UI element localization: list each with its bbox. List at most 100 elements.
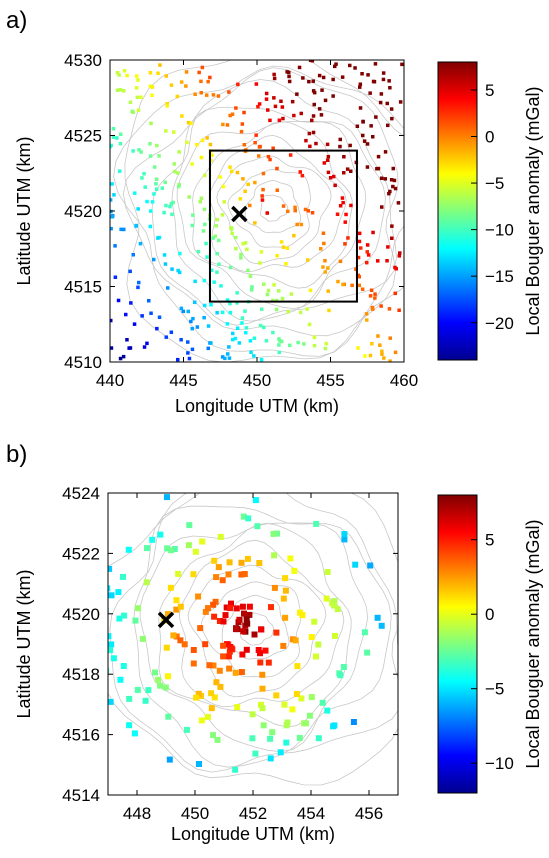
station-point [240, 321, 244, 325]
panel-b-colorbar-label: Local Bouguer anomaly (mGal) [523, 519, 543, 768]
station-point [193, 279, 197, 284]
station-point [268, 604, 274, 611]
station-point [283, 739, 290, 746]
station-point [191, 213, 195, 217]
contour-line [124, 60, 404, 362]
station-point [145, 341, 149, 346]
station-point [198, 200, 203, 204]
station-point [264, 97, 269, 101]
colorbar-tick-label: −15 [485, 267, 514, 286]
contour-line [171, 107, 386, 322]
station-point [116, 298, 121, 303]
panel-a-xlabel: Longitude UTM (km) [175, 396, 339, 416]
station-point [237, 341, 242, 345]
station-point [228, 265, 233, 270]
station-point [379, 176, 384, 180]
station-point [296, 734, 303, 741]
station-point [292, 637, 299, 644]
station-point [150, 93, 154, 97]
station-point [226, 648, 233, 655]
station-point [348, 143, 352, 148]
station-point [325, 158, 330, 162]
station-point [125, 546, 132, 553]
station-point [233, 336, 238, 341]
station-point [195, 325, 200, 329]
station-point [256, 104, 260, 109]
station-point [274, 307, 279, 312]
station-point [204, 241, 208, 246]
station-point [239, 129, 244, 134]
station-point [178, 251, 182, 256]
station-point [365, 250, 369, 254]
station-point [337, 672, 344, 679]
station-point [212, 280, 216, 284]
station-point [199, 196, 204, 200]
station-point [365, 165, 370, 169]
station-point [289, 706, 296, 713]
station-point [120, 573, 126, 580]
station-point [187, 195, 191, 199]
station-point [205, 605, 211, 612]
station-point [168, 547, 175, 554]
panel-a-ylabel: Latitude UTM (km) [14, 136, 34, 285]
station-point [373, 296, 377, 300]
station-point [262, 325, 266, 330]
station-point [257, 650, 263, 657]
station-point [111, 135, 116, 139]
station-point [335, 212, 340, 216]
station-point [176, 171, 180, 175]
station-point [117, 676, 124, 683]
station-point [286, 309, 290, 314]
station-point [190, 647, 197, 653]
station-point [378, 622, 385, 629]
station-point [218, 175, 223, 179]
station-point [259, 685, 266, 692]
station-point [370, 305, 375, 310]
station-point [323, 595, 330, 602]
colorbar-tick-label: −5 [485, 174, 504, 193]
station-point [155, 326, 159, 331]
station-point [282, 575, 289, 582]
station-point [360, 287, 365, 291]
y-tick-label: 4518 [62, 665, 100, 684]
station-point [364, 312, 369, 316]
station-point [383, 177, 387, 181]
station-point [156, 71, 160, 75]
station-point [225, 571, 232, 578]
station-point [287, 555, 294, 562]
colorbar-tick-label: 5 [485, 531, 494, 550]
station-point [126, 722, 133, 729]
station-point [229, 227, 234, 231]
station-point [319, 699, 326, 706]
station-point [332, 632, 338, 639]
station-point [110, 655, 117, 662]
station-point [203, 173, 207, 178]
station-point [373, 292, 377, 296]
station-point [186, 309, 190, 314]
station-point [296, 340, 300, 345]
station-point [357, 239, 362, 244]
x-tick-label: 450 [243, 371, 271, 390]
station-point [349, 169, 353, 173]
station-point [322, 161, 327, 165]
station-point [185, 140, 189, 145]
station-point [326, 170, 331, 175]
station-point [206, 79, 210, 84]
station-point [269, 729, 276, 736]
station-point [230, 231, 234, 236]
station-point [177, 150, 181, 154]
station-point [261, 171, 266, 176]
station-point [199, 538, 206, 545]
station-point [307, 79, 311, 84]
station-point [271, 146, 275, 150]
station-point [274, 530, 280, 537]
station-point [279, 99, 283, 103]
station-point [340, 196, 345, 200]
station-point [250, 285, 254, 289]
station-point [376, 334, 380, 338]
station-point [241, 571, 248, 577]
colorbar-tick-label: −5 [485, 680, 504, 699]
station-point [306, 258, 310, 262]
contour-line [113, 65, 404, 357]
station-point [357, 283, 362, 288]
